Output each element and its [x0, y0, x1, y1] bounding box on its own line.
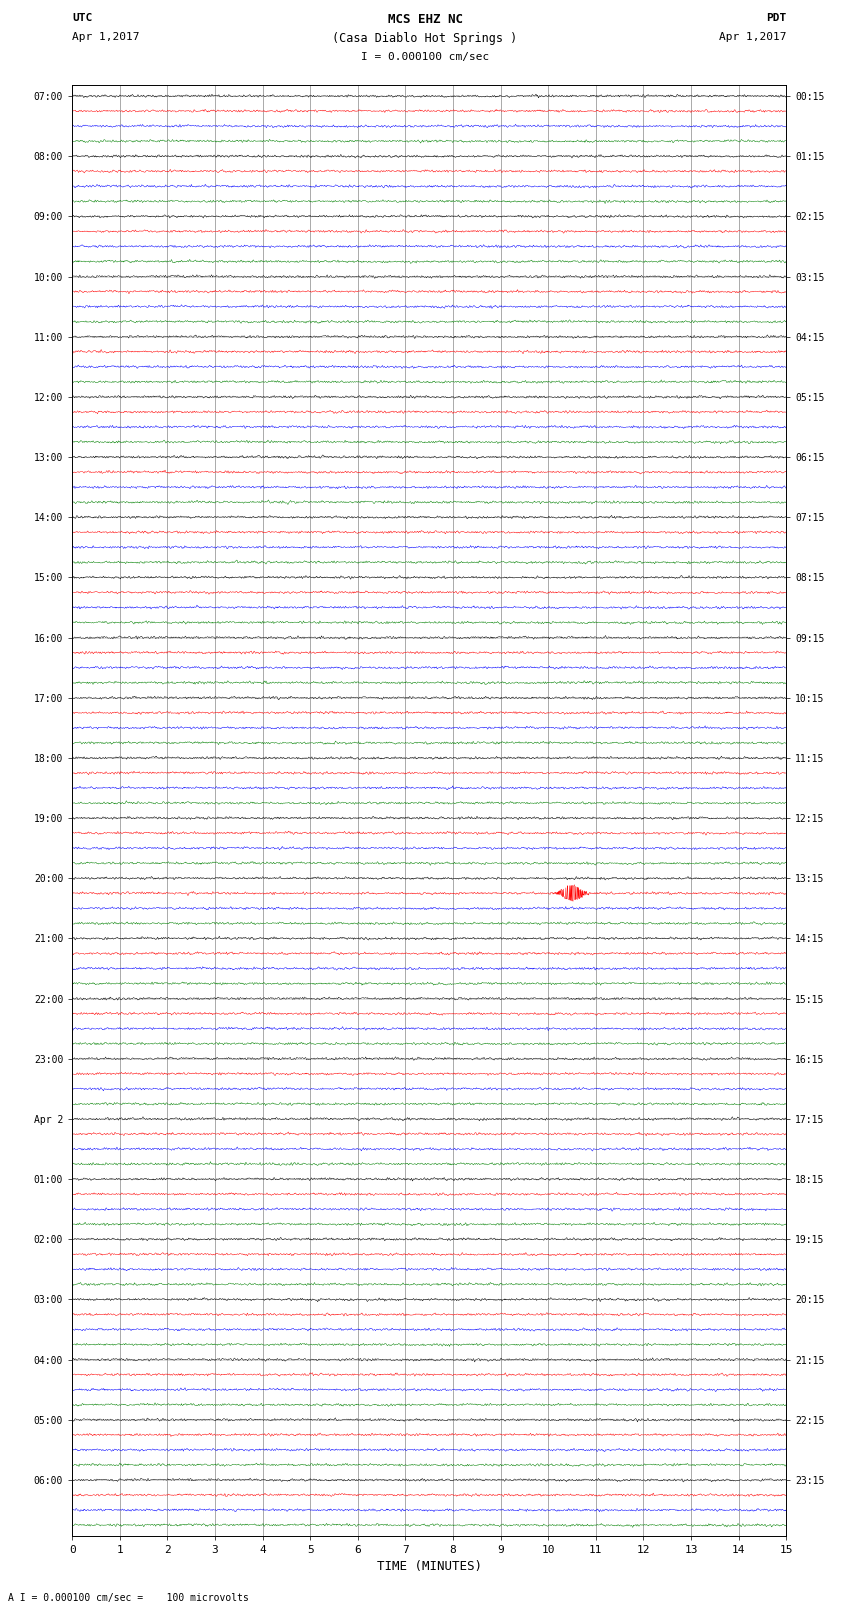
Text: I = 0.000100 cm/sec: I = 0.000100 cm/sec	[361, 52, 489, 61]
Text: MCS EHZ NC: MCS EHZ NC	[388, 13, 462, 26]
Text: UTC: UTC	[72, 13, 93, 23]
Text: PDT: PDT	[766, 13, 786, 23]
Text: (Casa Diablo Hot Springs ): (Casa Diablo Hot Springs )	[332, 32, 518, 45]
Text: Apr 1,2017: Apr 1,2017	[72, 32, 139, 42]
Text: A I = 0.000100 cm/sec =    100 microvolts: A I = 0.000100 cm/sec = 100 microvolts	[8, 1594, 249, 1603]
Text: Apr 1,2017: Apr 1,2017	[719, 32, 786, 42]
X-axis label: TIME (MINUTES): TIME (MINUTES)	[377, 1560, 482, 1573]
